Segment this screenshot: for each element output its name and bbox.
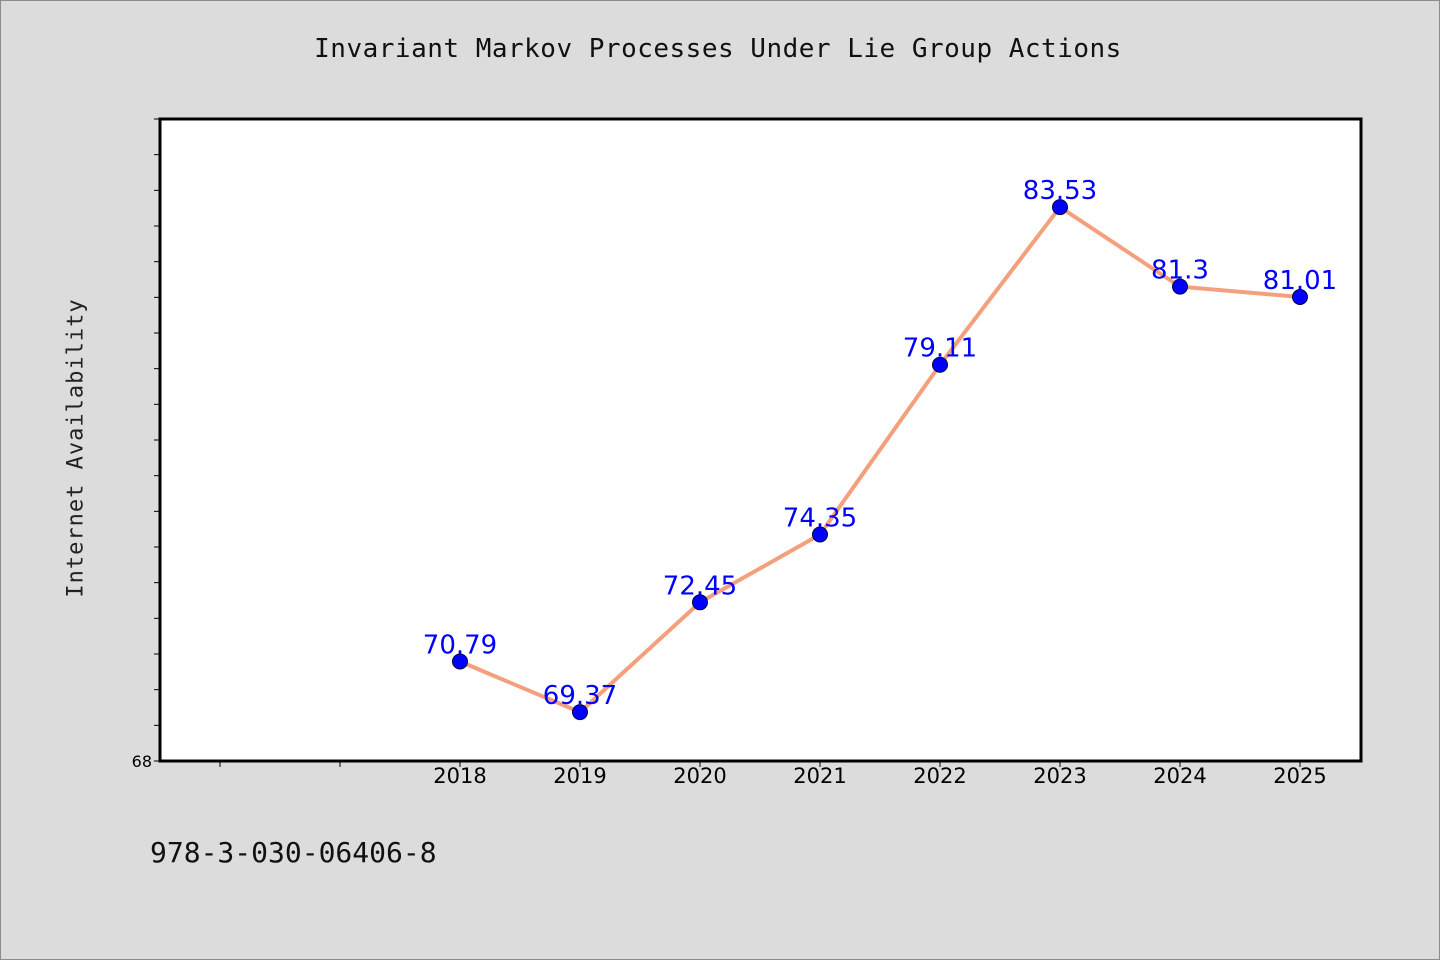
series-line — [459, 205, 1301, 715]
x-tick-label: 2024 — [1153, 764, 1206, 788]
data-label: 72.45 — [663, 571, 737, 601]
data-point — [1292, 288, 1308, 305]
data-point — [452, 653, 468, 670]
data-point — [692, 594, 708, 611]
isbn-footer: 978-3-030-06406-8 — [150, 836, 437, 869]
data-label: 74.35 — [783, 504, 857, 534]
x-tick-label: 2021 — [793, 764, 846, 788]
x-tick-label: 2018 — [433, 764, 486, 788]
x-tick-label: 2023 — [1033, 764, 1086, 788]
data-point — [812, 526, 828, 543]
x-tick-label: 2019 — [553, 764, 606, 788]
x-axis: 2018 2019 2020 2021 2022 2023 2024 2025 — [219, 761, 1327, 788]
data-label: 70.79 — [423, 630, 497, 660]
data-point — [1052, 199, 1068, 216]
data-label: 81.01 — [1263, 266, 1337, 296]
data-labels: 70.79 69.37 72.45 74.35 79.11 83.53 81.3 81.01 — [423, 176, 1337, 711]
x-tick-label: 2025 — [1273, 764, 1326, 788]
data-point — [1172, 278, 1188, 295]
data-points — [452, 199, 1308, 721]
y-tick-label: 68 — [132, 752, 152, 771]
data-label: 81.3 — [1151, 256, 1209, 286]
plot-area — [158, 117, 1363, 763]
data-label: 69.37 — [543, 681, 617, 711]
data-label: 83.53 — [1023, 176, 1097, 206]
chart-title: Invariant Markov Processes Under Lie Gro… — [314, 34, 1122, 64]
y-axis: 68 — [132, 118, 160, 771]
data-point — [932, 356, 948, 373]
data-point — [572, 704, 588, 721]
x-tick-label: 2020 — [673, 764, 726, 788]
data-label: 79.11 — [903, 334, 977, 364]
x-tick-label: 2022 — [913, 764, 966, 788]
